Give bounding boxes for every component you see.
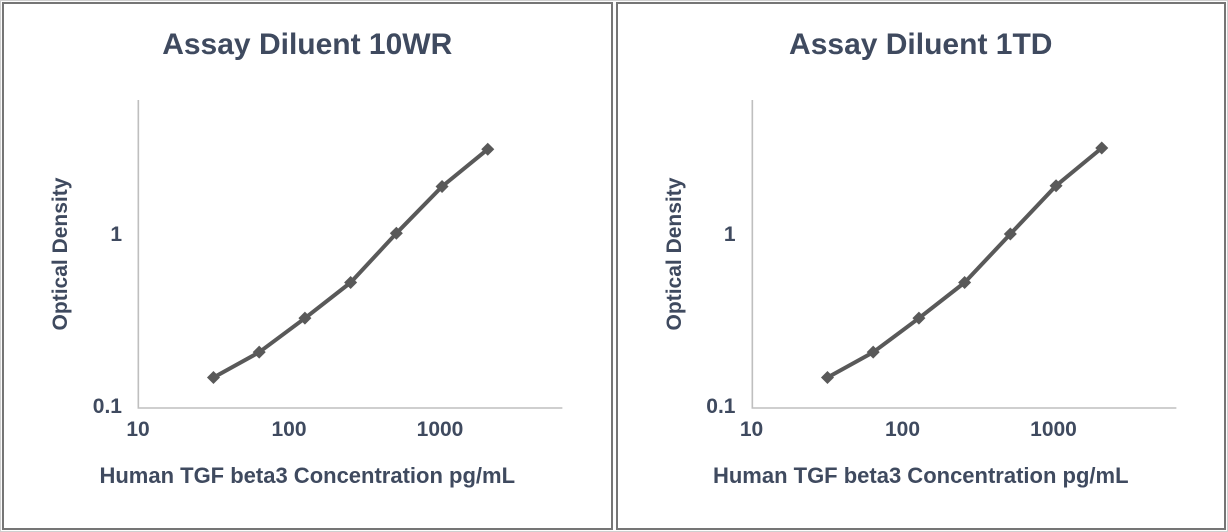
y-tick-label-0-1: 0.1 xyxy=(706,395,736,418)
data-point-marker xyxy=(206,370,220,384)
axis-lines xyxy=(137,100,563,409)
data-point-marker xyxy=(389,226,403,240)
chart-panel-10wr: Assay Diluent 10WR Optical Density 1 0.1… xyxy=(2,2,613,530)
x-axis-title: Human TGF beta3 Concentration pg/mL xyxy=(712,463,1129,488)
data-point-marker xyxy=(481,142,495,156)
y-tick-label-1: 1 xyxy=(723,223,736,246)
plot-area xyxy=(751,100,1176,409)
data-point-marker xyxy=(911,311,925,325)
data-point-marker xyxy=(866,345,880,359)
x-tick-label-10: 10 xyxy=(739,418,764,441)
x-tick-label-100: 100 xyxy=(884,418,921,441)
data-point-marker xyxy=(344,276,358,290)
data-point-marker xyxy=(957,276,971,290)
x-axis-title: Human TGF beta3 Concentration pg/mL xyxy=(99,463,516,488)
series-line xyxy=(211,147,490,380)
y-tick-label-0-1: 0.1 xyxy=(92,395,122,418)
y-axis-title: Optical Density xyxy=(49,177,72,331)
data-point-marker xyxy=(820,370,834,384)
data-point-marker xyxy=(252,345,266,359)
chart-title: Assay Diluent 1TD xyxy=(789,28,1053,61)
axis-lines xyxy=(751,100,1176,409)
series-line xyxy=(825,146,1104,380)
data-point-marker xyxy=(1003,227,1017,241)
y-axis-title: Optical Density xyxy=(662,177,686,331)
y-tick-label-1: 1 xyxy=(110,223,122,246)
plot-area xyxy=(137,100,563,409)
chart-title: Assay Diluent 10WR xyxy=(162,28,453,61)
x-tick-label-10: 10 xyxy=(126,418,150,441)
x-tick-label-1000: 1000 xyxy=(1030,418,1077,441)
data-point-marker xyxy=(298,311,312,325)
x-tick-label-100: 100 xyxy=(271,418,307,441)
chart-panel-1td: Assay Diluent 1TD Optical Density 1 0.1 … xyxy=(615,2,1226,530)
data-point-marker xyxy=(1094,141,1108,155)
x-tick-label-1000: 1000 xyxy=(416,418,464,441)
